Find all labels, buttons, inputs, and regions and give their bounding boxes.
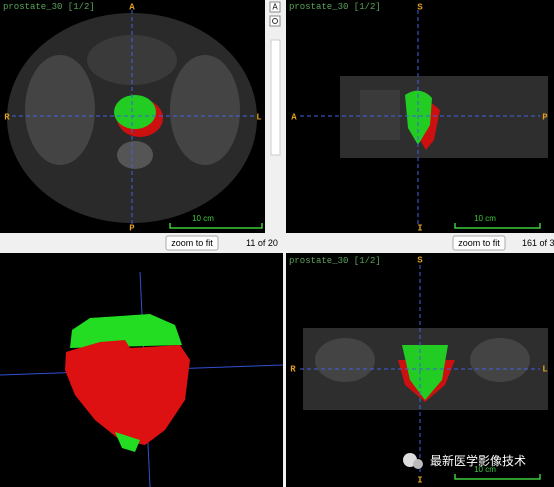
watermark-icon	[413, 459, 423, 469]
slice-indicator: 161 of 3	[522, 238, 554, 248]
scrollbar-thumb[interactable]	[270, 39, 281, 156]
control-row: zoom to fit 11 of 20 zoom to fit 161 of …	[0, 233, 554, 253]
zoom-button-label[interactable]: zoom to fit	[171, 238, 213, 248]
orientation-label: R	[4, 112, 10, 122]
scrollbar-button-label[interactable]: A	[272, 3, 278, 12]
watermark: 最新医学影像技术	[430, 453, 526, 468]
orientation-label: S	[417, 255, 423, 265]
orientation-label: I	[417, 475, 422, 485]
orientation-label: R	[290, 364, 296, 374]
scrollbar-icon[interactable]	[269, 15, 281, 27]
scrollbar-button[interactable]	[269, 1, 281, 13]
orientation-label: P	[129, 223, 135, 233]
view-title: prostate_30 [1/2]	[289, 2, 381, 12]
slice-indicator: 11 of 20	[246, 238, 278, 248]
anatomy	[470, 338, 530, 382]
anatomy	[170, 55, 240, 165]
orientation-label: A	[291, 112, 297, 122]
view-title: prostate_30 [1/2]	[3, 2, 95, 12]
anatomy	[25, 55, 95, 165]
sagittal-view: prostate_30 [1/2] S I A P 10 cm	[286, 0, 554, 233]
scale-label: 10 cm	[474, 465, 496, 474]
zoom-button-label[interactable]: zoom to fit	[458, 238, 500, 248]
axial-view: prostate_30 [1/2] A P R L 10 cm	[0, 0, 265, 233]
toolbar	[0, 233, 554, 253]
anatomy	[360, 90, 400, 140]
scrollbar: A	[266, 0, 284, 233]
zoom-button[interactable]	[452, 235, 506, 251]
view-title: prostate_30 [1/2]	[289, 256, 381, 266]
scale-bar	[454, 223, 541, 229]
coronal-view: prostate_30 [1/2] S I R L 10 cm 最新医学影像技术	[286, 253, 554, 487]
orientation-label: I	[417, 223, 422, 233]
orientation-label: P	[542, 112, 548, 122]
segmentation-green	[402, 345, 448, 400]
scale-label: 10 cm	[474, 214, 496, 223]
scale-label: 10 cm	[192, 214, 214, 223]
segmentation-red	[65, 340, 190, 445]
orientation-label: L	[542, 364, 547, 374]
orientation-label: S	[417, 2, 423, 12]
zoom-button[interactable]	[165, 235, 219, 251]
segmentation-green	[115, 432, 140, 452]
orientation-label: A	[129, 2, 135, 12]
anatomy	[315, 338, 375, 382]
scale-bar	[454, 474, 541, 480]
anatomy	[117, 141, 153, 169]
scrollbar-icon-glyph	[272, 18, 278, 24]
segmentation-green	[114, 95, 156, 129]
segmentation-green	[70, 314, 182, 348]
orientation-label: L	[256, 112, 261, 122]
3d-view	[0, 253, 284, 487]
scale-bar	[169, 223, 263, 229]
